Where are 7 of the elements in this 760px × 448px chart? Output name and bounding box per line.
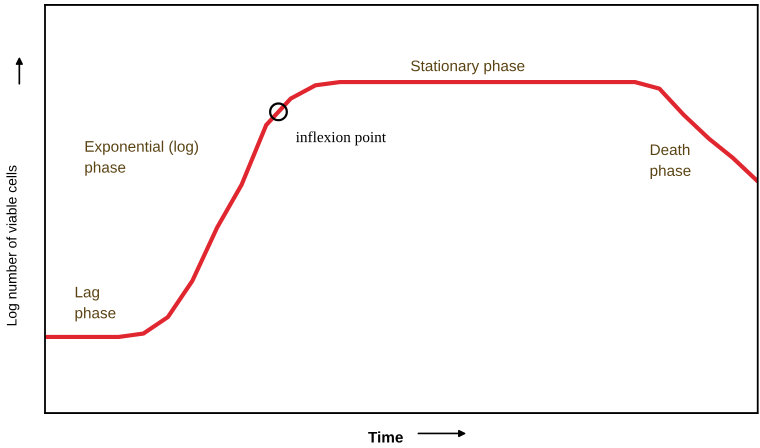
y-axis-title: Log number of viable cells <box>6 166 20 326</box>
annotation: Exponential (log) phase <box>85 140 198 176</box>
annotation: Lag phase <box>75 286 116 322</box>
x-axis-title: Time <box>368 431 403 443</box>
text: Stationary phase <box>411 60 524 74</box>
annotation: inflexion point <box>296 131 386 146</box>
annotation: Death phase <box>650 144 691 180</box>
